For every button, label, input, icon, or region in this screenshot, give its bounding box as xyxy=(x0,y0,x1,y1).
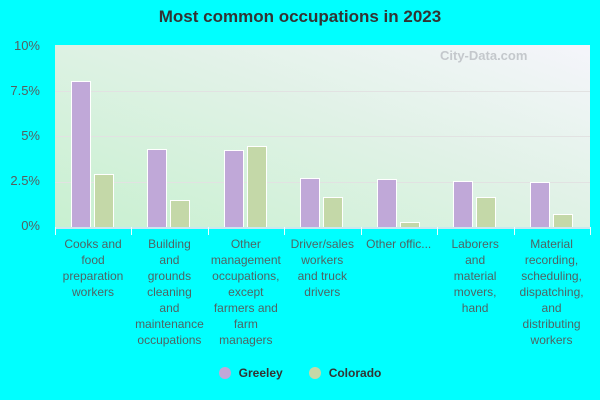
bar-colorado-3[interactable] xyxy=(323,196,344,227)
y-tick-10: 10% xyxy=(13,38,40,53)
gridline-5 xyxy=(55,136,590,137)
bar-colorado-0[interactable] xyxy=(94,174,114,227)
y-tick-2-5: 2.5% xyxy=(10,173,40,188)
greeley-swatch-icon xyxy=(218,367,231,379)
x-label: Other offic... xyxy=(366,237,432,251)
y-tick-5: 5% xyxy=(21,128,40,143)
x-tick-mark xyxy=(55,227,56,235)
colorado-swatch-icon xyxy=(308,367,321,379)
x-tick-mark xyxy=(360,227,362,235)
gridline-2-5 xyxy=(55,182,590,183)
bar-colorado-1[interactable] xyxy=(170,199,191,227)
x-label: Driver/sales workers and truck drivers xyxy=(290,237,354,299)
bar-greeley-0[interactable] xyxy=(71,81,91,227)
bar-greeley-4[interactable] xyxy=(376,178,397,227)
x-tick-mark xyxy=(590,227,591,235)
legend-label-greeley: Greeley xyxy=(238,366,283,380)
plot-area xyxy=(55,45,590,227)
bar-greeley-1[interactable] xyxy=(147,148,168,227)
x-tick-mark xyxy=(513,227,515,235)
bar-colorado-5[interactable] xyxy=(476,196,497,227)
bar-greeley-2[interactable] xyxy=(223,149,244,227)
x-label: Other management occupations, except far… xyxy=(210,237,281,347)
legend: Greeley Colorado xyxy=(0,366,600,380)
chart-title: Most common occupations in 2023 xyxy=(158,7,442,26)
legend-label-colorado: Colorado xyxy=(328,366,382,380)
x-tick-mark xyxy=(437,227,439,235)
x-label: Building and grounds cleaning and mainte… xyxy=(135,237,204,347)
bar-greeley-6[interactable] xyxy=(529,181,550,227)
bar-greeley-3[interactable] xyxy=(300,177,321,227)
legend-item-colorado[interactable]: Colorado xyxy=(308,366,382,380)
x-axis xyxy=(55,227,590,229)
legend-item-greeley[interactable]: Greeley xyxy=(218,366,283,380)
watermark: City-Data.com xyxy=(440,48,528,63)
bar-colorado-6[interactable] xyxy=(552,214,573,227)
y-tick-0: 0% xyxy=(21,218,40,233)
x-label: Laborers and material movers, hand xyxy=(451,237,499,315)
x-label: Cooks and food preparation workers xyxy=(62,237,124,299)
bar-colorado-2[interactable] xyxy=(246,146,267,227)
x-tick-mark xyxy=(207,227,209,235)
x-tick-mark xyxy=(284,227,286,235)
y-tick-7-5: 7.5% xyxy=(10,83,40,98)
gridline-7-5 xyxy=(55,91,590,92)
bar-colorado-4[interactable] xyxy=(399,222,420,227)
bar-greeley-5[interactable] xyxy=(453,180,474,227)
x-label: Material recording, scheduling, dispatch… xyxy=(519,237,584,347)
x-tick-mark xyxy=(131,227,133,235)
